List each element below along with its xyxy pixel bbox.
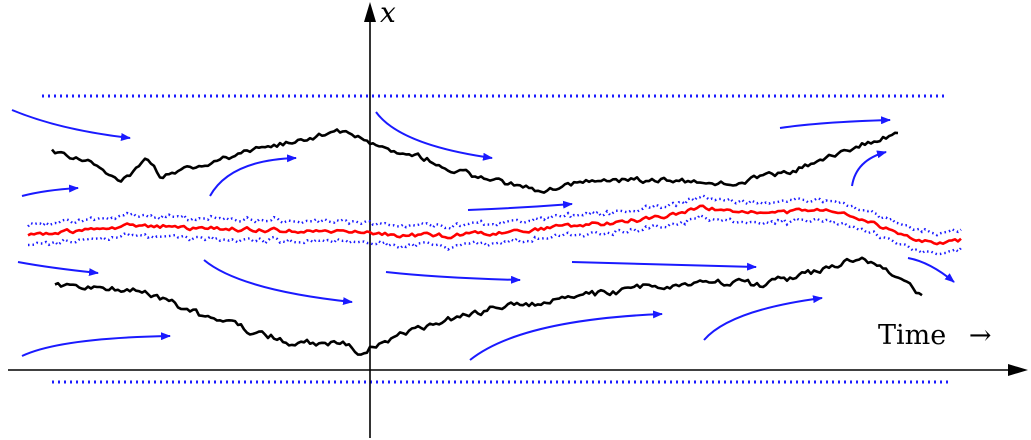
flow-arrow: [469, 310, 663, 361]
mean-path: [27, 204, 962, 246]
flow-arrow: [21, 184, 79, 197]
flow-arrow: [11, 109, 131, 141]
confidence-band: [27, 194, 962, 256]
band-upper-edge: [27, 194, 962, 237]
time-label: Time →: [878, 320, 991, 351]
flow-arrow: [209, 154, 297, 197]
flow-arrow: [385, 271, 521, 284]
flow-arrow: [779, 116, 891, 129]
time-label-text: Time: [878, 320, 946, 351]
flow-arrows: [11, 109, 955, 361]
flow-arrow: [703, 295, 823, 341]
mean-path-layer: [27, 204, 962, 246]
flow-arrow: [17, 261, 99, 277]
trajectory-layer: [51, 128, 923, 356]
vertical-axis-arrowhead: [364, 2, 376, 22]
upper-trajectory: [51, 128, 899, 194]
flow-arrow: [21, 332, 171, 357]
flow-arrow: [907, 257, 955, 283]
flow-arrow: [467, 200, 573, 211]
flow-arrow: [571, 261, 757, 271]
flow-arrow: [203, 259, 353, 306]
lower-trajectory: [54, 256, 923, 356]
flow-arrow: [375, 111, 493, 161]
time-arrow: →: [969, 320, 992, 351]
x-axis-label: x: [380, 0, 396, 29]
flow-arrow: [851, 150, 887, 187]
horizontal-axis-arrowhead: [1008, 364, 1028, 376]
